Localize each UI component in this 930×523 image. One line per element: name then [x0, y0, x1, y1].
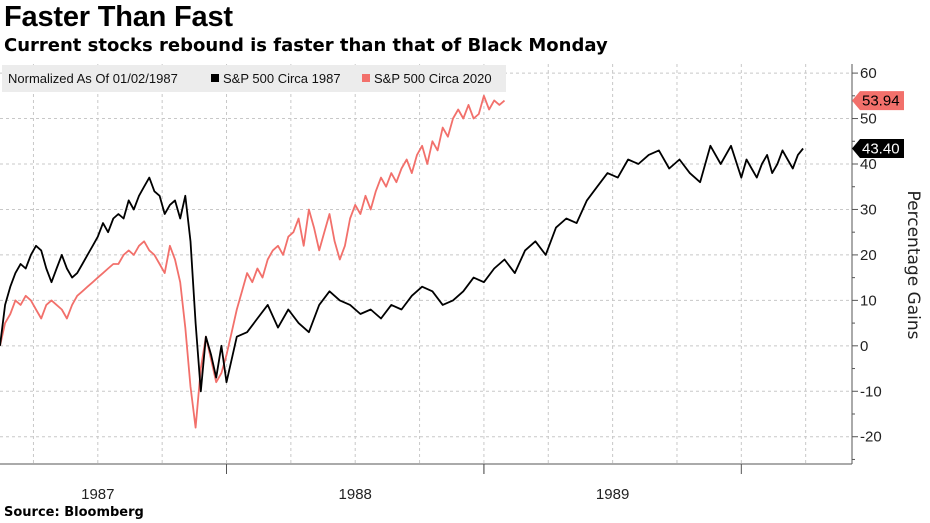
tag-shape — [852, 91, 904, 111]
y-tick-label: 50 — [860, 111, 877, 128]
tag-label: 43.40 — [862, 141, 900, 158]
tag-label: 53.94 — [862, 93, 900, 110]
legend-label-2020: S&P 500 Circa 2020 — [374, 71, 492, 86]
grid-layer — [0, 64, 852, 464]
legend-box — [2, 65, 506, 92]
tag-shape — [852, 139, 904, 159]
y-tick-label: -10 — [860, 383, 882, 400]
legend-note: Normalized As Of 01/02/1987 — [8, 71, 178, 86]
chart-title: Faster Than Fast — [4, 1, 233, 33]
legend-label-1987: S&P 500 Circa 1987 — [223, 71, 341, 86]
y-tick-label: -20 — [860, 429, 882, 446]
y-tick-label: 40 — [860, 156, 877, 173]
tag-layer: 43.40 53.94 — [852, 91, 904, 159]
legend-swatch-1987 — [211, 74, 219, 82]
source-value: Bloomberg — [64, 505, 144, 520]
series-line-1987 — [0, 144, 804, 393]
last-value-tag-1987: 43.40 — [852, 139, 904, 159]
x-tick-label: 1988 — [339, 486, 372, 503]
source-label: Source: — [4, 505, 60, 520]
y-tick-label: 10 — [860, 292, 877, 309]
series-layer — [0, 94, 804, 429]
x-tick-label: 1989 — [596, 486, 629, 503]
y-tick-label: 30 — [860, 201, 877, 218]
chart-subtitle: Current stocks rebound is faster than th… — [4, 35, 608, 56]
y-axis-label: Percentage Gains — [903, 191, 923, 340]
y-tick-label: 0 — [860, 338, 868, 355]
y-tick-label: 20 — [860, 247, 877, 264]
last-value-tag-2020: 53.94 — [852, 91, 904, 111]
axis-layer: 60 50 40 30 20 10 0 -10 -20 1987 1988 1989 — [0, 64, 882, 503]
x-tick-label: 1987 — [81, 486, 114, 503]
source-note: Source: Bloomberg — [4, 505, 144, 520]
legend-swatch-2020 — [362, 74, 370, 82]
y-tick-label: 60 — [860, 65, 877, 82]
series-line-2020 — [0, 94, 506, 429]
